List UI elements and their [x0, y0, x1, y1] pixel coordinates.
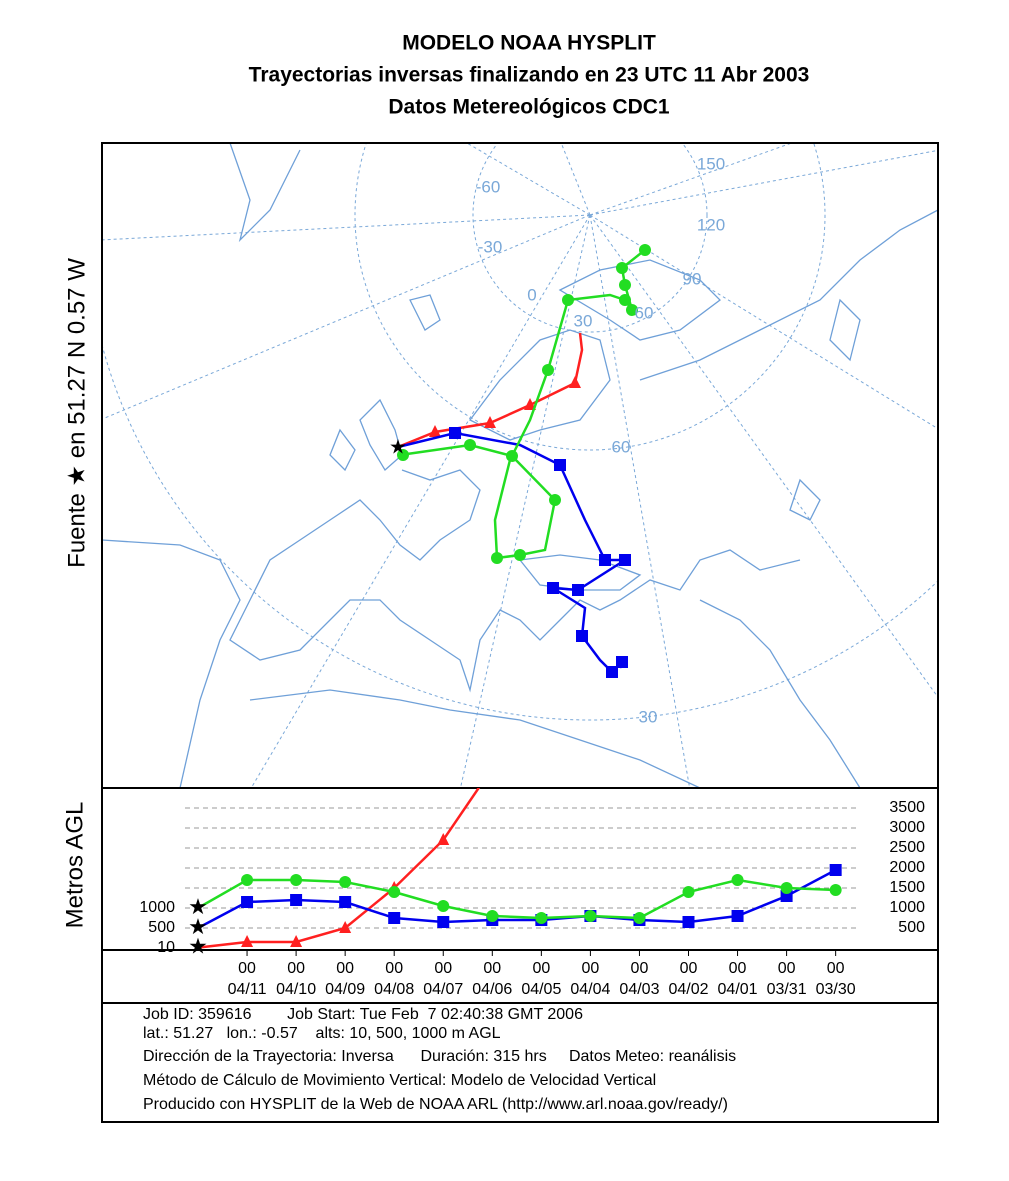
marker — [829, 864, 842, 876]
x-tick-hour: 00 — [483, 960, 501, 977]
info-box — [101, 1002, 939, 1123]
source-star: ★ — [188, 914, 208, 939]
x-tick-label: 04/09 — [325, 981, 365, 998]
meridian-label: 120 — [697, 215, 725, 234]
source-star: ★ — [389, 436, 407, 458]
info-line: lat.: 51.27 lon.: -0.57 alts: 10, 500, 1… — [143, 1025, 501, 1042]
coastlines — [102, 143, 938, 788]
info-line: Dirección de la Trayectoria: Inversa Dur… — [143, 1048, 736, 1065]
meridian-label: 30 — [574, 311, 593, 330]
x-tick-label: 04/11 — [228, 981, 267, 998]
marker — [339, 896, 352, 908]
x-tick-label: 04/05 — [521, 981, 561, 998]
chart-frame — [101, 787, 939, 951]
map: ★ -60 -30 0 30 60 90 120 150 60 30 — [101, 142, 939, 789]
marker — [437, 900, 450, 912]
marker — [339, 921, 352, 933]
x-tick-hour: 00 — [434, 960, 452, 977]
marker — [388, 912, 401, 924]
title-line: MODELO NOAA HYSPLIT — [402, 32, 656, 55]
marker — [535, 912, 548, 924]
x-tick-hour: 00 — [336, 960, 354, 977]
marker — [339, 876, 352, 888]
marker — [388, 886, 401, 898]
y-tick-label: 1000 — [889, 899, 925, 916]
marker — [584, 910, 597, 922]
info-line: Producido con HYSPLIT de la Web de NOAA … — [143, 1096, 728, 1113]
trajectory-blue — [397, 427, 631, 678]
marker — [437, 916, 450, 928]
x-tick-label: 04/03 — [619, 981, 659, 998]
x-tick-hour: 00 — [680, 960, 698, 977]
y-tick-label: 1500 — [889, 879, 925, 896]
y-tick-label: 2000 — [889, 859, 925, 876]
x-tick-hour: 00 — [827, 960, 845, 977]
source-height-label: 1000 — [139, 899, 175, 916]
trajectory-red — [397, 332, 584, 449]
y-tick-label: 500 — [898, 919, 925, 936]
series-line — [197, 878, 836, 920]
meridian-label: 90 — [683, 269, 702, 288]
x-tick-hour: 00 — [631, 960, 649, 977]
y-axis-label: Metros AGL — [61, 802, 88, 929]
x-tick-label: 03/30 — [816, 981, 856, 998]
source-label: Fuente ★ en 51.27 N 0.57 W — [63, 258, 90, 568]
x-tick-hour: 00 — [582, 960, 600, 977]
x-tick-hour: 00 — [778, 960, 796, 977]
x-tick-label: 04/10 — [276, 981, 316, 998]
source-star: ★ — [188, 933, 208, 958]
marker — [682, 916, 695, 928]
marker — [486, 761, 498, 773]
x-tick-label: 03/31 — [767, 981, 807, 998]
marker — [633, 912, 646, 924]
source-star: ★ — [188, 894, 208, 919]
trajectory-green — [397, 244, 651, 564]
series-line — [197, 868, 837, 930]
height-chart: Metros AGL 500 1000 1500 2000 2500 3000 3500 ★ 1… — [61, 761, 939, 958]
meridian-label: 0 — [527, 285, 536, 304]
marker — [290, 894, 303, 906]
series-layer — [197, 761, 842, 949]
y-tick-label: 3500 — [889, 799, 925, 816]
marker — [682, 886, 695, 898]
marker — [241, 935, 254, 947]
marker — [731, 910, 744, 922]
marker — [731, 874, 744, 886]
x-tick-label: 04/07 — [423, 981, 463, 998]
info-line: Método de Cálculo de Movimiento Vertical… — [143, 1072, 656, 1089]
x-tick-hour: 00 — [385, 960, 403, 977]
x-tick-hour: 00 — [287, 960, 305, 977]
marker — [780, 882, 793, 894]
x-tick-hour: 00 — [729, 960, 747, 977]
marker — [290, 935, 303, 947]
y-tick-label: 2500 — [889, 839, 925, 856]
parallel-label: 30 — [639, 707, 658, 726]
x-tick-label: 04/04 — [570, 981, 610, 998]
meridian-label: -60 — [476, 177, 501, 196]
info-line: Job ID: 359616 Job Start: Tue Feb 7 02:4… — [143, 1006, 583, 1023]
source-height-label: 10 — [157, 939, 175, 956]
title-line: Datos Metereológicos CDC1 — [388, 96, 670, 119]
parallel-label: 60 — [612, 437, 631, 456]
x-tick-label: 04/01 — [718, 981, 758, 998]
title-line: Trayectorias inversas finalizando en 23 … — [249, 64, 810, 87]
y-tick-label: 3000 — [889, 819, 925, 836]
source-height-label: 500 — [148, 919, 175, 936]
marker — [437, 833, 450, 845]
x-tick-hour: 00 — [238, 960, 256, 977]
marker — [241, 896, 254, 908]
marker — [486, 910, 499, 922]
meridian-label: -30 — [478, 237, 503, 256]
x-tick-hour: 00 — [532, 960, 550, 977]
marker — [241, 874, 254, 886]
marker — [829, 884, 842, 896]
meridian-label: 150 — [697, 154, 725, 173]
x-tick-label: 04/08 — [374, 981, 414, 998]
x-tick-label: 04/06 — [472, 981, 512, 998]
x-tick-label: 04/02 — [668, 981, 708, 998]
marker — [290, 874, 303, 886]
meridian-label: 60 — [635, 303, 654, 322]
